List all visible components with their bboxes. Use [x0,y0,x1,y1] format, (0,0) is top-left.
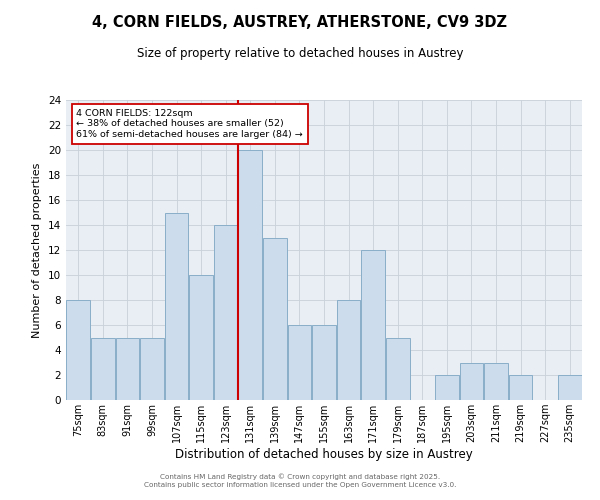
Bar [435,375,459,400]
Bar [558,375,581,400]
Text: 4, CORN FIELDS, AUSTREY, ATHERSTONE, CV9 3DZ: 4, CORN FIELDS, AUSTREY, ATHERSTONE, CV9… [92,15,508,30]
Text: Contains HM Land Registry data © Crown copyright and database right 2025.
Contai: Contains HM Land Registry data © Crown c… [144,473,456,488]
Bar [91,338,115,400]
X-axis label: Distribution of detached houses by size in Austrey: Distribution of detached houses by size … [175,448,473,461]
Y-axis label: Number of detached properties: Number of detached properties [32,162,43,338]
Bar [460,362,484,400]
Text: Size of property relative to detached houses in Austrey: Size of property relative to detached ho… [137,48,463,60]
Bar [484,362,508,400]
Bar [164,212,188,400]
Bar [386,338,410,400]
Bar [509,375,532,400]
Bar [238,150,262,400]
Bar [287,325,311,400]
Bar [189,275,213,400]
Bar [214,225,238,400]
Bar [140,338,164,400]
Text: 4 CORN FIELDS: 122sqm
← 38% of detached houses are smaller (52)
61% of semi-deta: 4 CORN FIELDS: 122sqm ← 38% of detached … [76,109,303,139]
Bar [116,338,139,400]
Bar [361,250,385,400]
Bar [67,300,90,400]
Bar [312,325,336,400]
Bar [263,238,287,400]
Bar [337,300,361,400]
